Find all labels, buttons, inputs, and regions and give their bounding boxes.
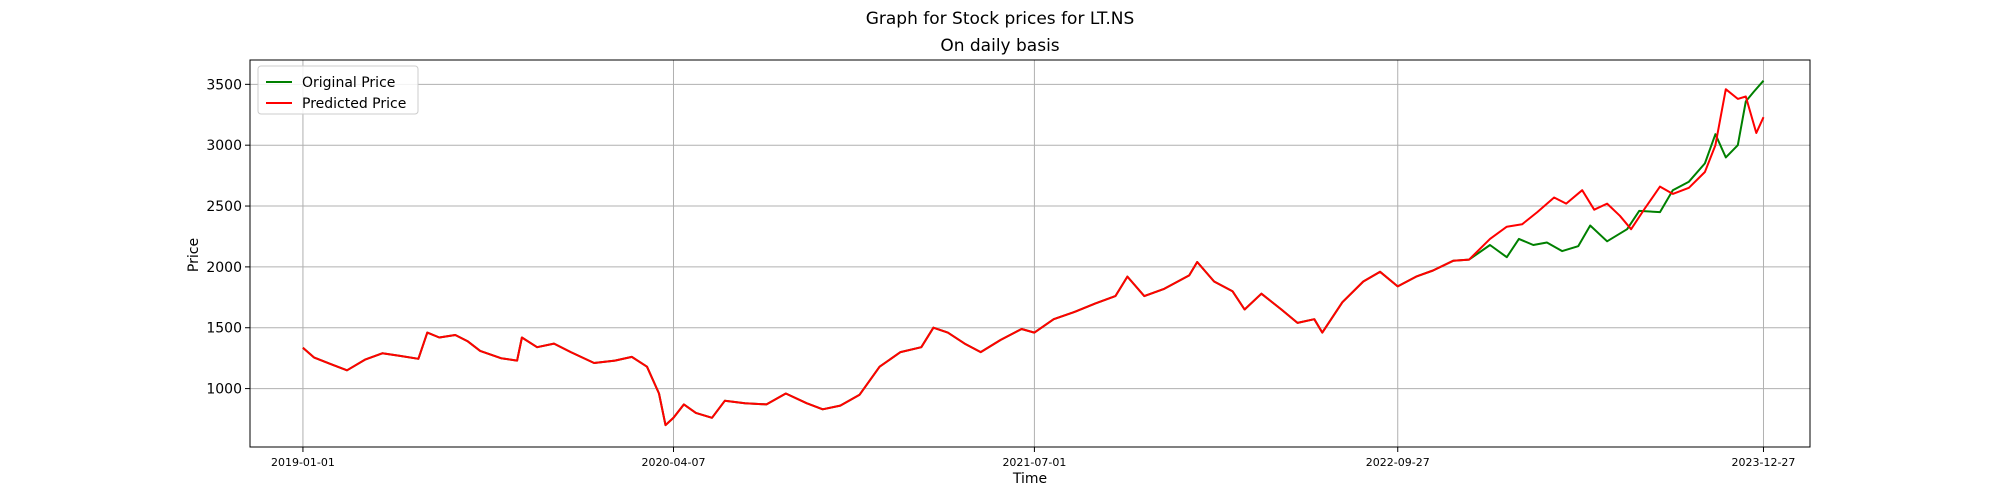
x-axis-ticks: 2019-01-01 2020-04-07 2021-07-01 2022-09-27… (271, 447, 1795, 469)
legend-box (257, 65, 419, 115)
legend-label: Original Price (302, 75, 395, 91)
grid-lines (250, 60, 1810, 447)
series-line-original-price (302, 80, 1765, 427)
y-axis-label: Price (186, 238, 202, 272)
legend: Original Price Predicted Price (257, 65, 419, 115)
y-tick-label: 3000 (206, 138, 242, 154)
x-tick-label: 2019-01-01 (271, 456, 335, 469)
x-tick-label: 2020-04-07 (642, 456, 706, 469)
legend-label: Predicted Price (302, 96, 406, 112)
x-axis-label: Time (1012, 471, 1047, 487)
chart-suptitle: Graph for Stock prices for LT.NS (866, 9, 1135, 29)
series-lines (302, 80, 1765, 427)
plot-area-frame (249, 59, 1811, 448)
y-axis-ticks: 1000 1500 2000 2500 3000 3500 (206, 77, 250, 398)
y-tick-label: 2500 (206, 199, 242, 215)
x-tick-label: 2022-09-27 (1366, 456, 1430, 469)
y-tick-label: 1500 (206, 321, 242, 337)
y-tick-label: 2000 (206, 260, 242, 276)
x-tick-label: 2021-07-01 (1002, 456, 1066, 469)
series-line-predicted-price (302, 88, 1765, 427)
y-tick-label: 1000 (206, 382, 242, 398)
y-tick-label: 3500 (206, 77, 242, 93)
chart-title: On daily basis (940, 36, 1059, 56)
x-tick-label: 2023-12-27 (1732, 456, 1796, 469)
